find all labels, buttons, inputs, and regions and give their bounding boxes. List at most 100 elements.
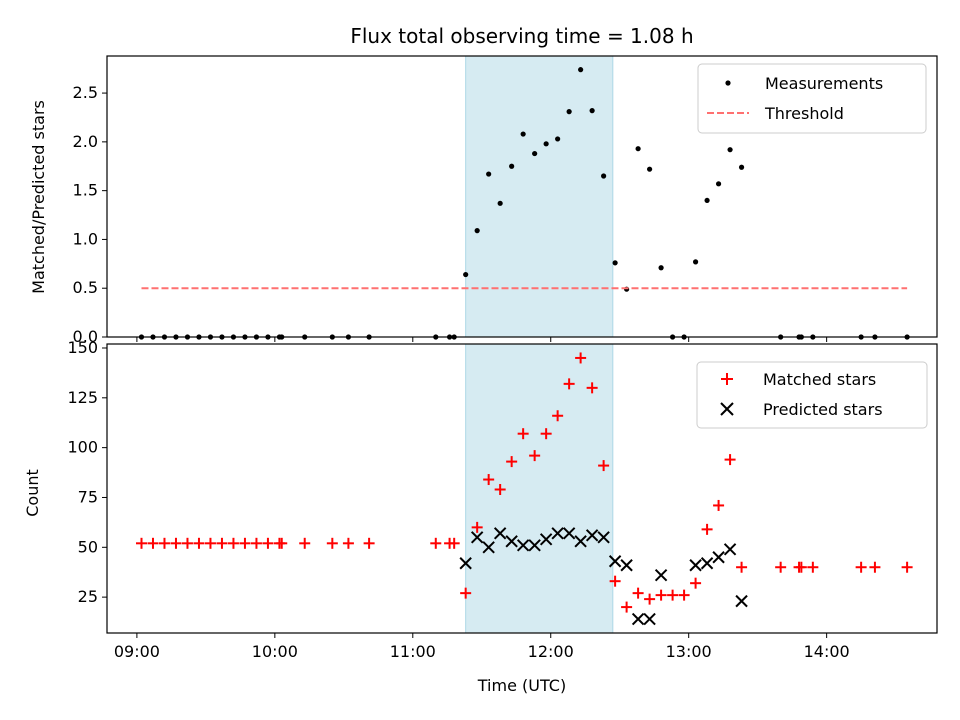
measurement-point [647,166,653,172]
x-tick-label: 11:00 [390,642,436,661]
matched-stars-point [736,561,748,573]
measurement-point [474,228,480,234]
matched-stars-point [494,483,506,495]
chart-title: Flux total observing time = 1.08 h [350,24,693,48]
top-legend-box [697,63,927,134]
measurement-point [555,136,561,142]
bottom-highlight-span [465,343,614,634]
predicted-stars-point [574,535,587,548]
measurement-point [704,197,710,204]
y-tick-label: 0.5 [73,278,98,297]
matched-stars-point [262,537,274,549]
matched-stars-point [563,378,575,390]
matched-stars-point [621,601,633,613]
matched-stars-point [855,561,867,573]
matched-stars-point [158,537,170,549]
matched-stars-point [135,537,147,549]
matched-stars-point [250,537,262,549]
measurement-point [589,108,595,114]
top-y-axis-label: Matched/Predicted stars [29,100,48,294]
y-tick-label: 125 [67,388,98,407]
measurement-point [509,163,515,169]
bottom-panel: 25 50 75 100 125 150 09:00 10:00 11:00 12:00 13:0… [23,338,938,695]
legend-measurements-marker [725,80,731,86]
measurement-point [612,260,618,266]
matched-stars-point [575,352,587,364]
matched-stars-point [724,454,736,466]
matched-stars-point [460,587,472,599]
matched-stars-point [713,499,725,511]
top-y-ticks: 0.0 0.5 1.0 1.5 2.0 2.5 [73,83,107,346]
y-tick-label: 150 [67,338,98,357]
y-tick-label: 2.5 [73,83,98,102]
measurement-point [601,173,607,179]
measurement-point [566,109,572,115]
y-tick-label: 75 [78,487,98,506]
matched-stars-point [598,460,610,472]
predicted-stars-point [482,541,495,554]
measurement-point [658,265,664,271]
predicted-stars-point [539,533,553,546]
predicted-stars-point [585,529,599,542]
matched-stars-point [147,537,159,549]
matched-stars-point [869,561,881,573]
predicted-stars-point [608,555,622,568]
measurement-point [727,147,733,153]
matched-stars-point [216,537,228,549]
matched-stars-point [644,593,656,605]
top-panel: 0.0 0.5 1.0 1.5 2.0 2.5 Matched/Predicted sta… [29,55,938,346]
matched-stars-point [807,561,819,573]
predicted-stars-point [597,531,610,544]
predicted-stars-point [712,551,725,564]
matched-stars-point [299,537,311,549]
measurement-point [520,131,526,137]
predicted-stars-point [470,531,484,544]
legend-predicted-label: Predicted stars [763,400,883,419]
predicted-stars-point [631,612,645,626]
matched-stars-point [667,589,679,601]
bottom-y-ticks: 25 50 75 100 125 150 [67,338,107,606]
predicted-stars-point [505,535,518,548]
measurement-point [532,150,538,157]
bottom-y-axis-label: Count [23,469,42,517]
y-tick-label: 25 [78,587,98,606]
x-tick-label: 13:00 [666,642,712,661]
x-axis-label: Time (UTC) [477,676,566,695]
predicted-stars-point [459,557,472,570]
matched-stars-point [609,575,621,587]
matched-stars-point [901,561,913,573]
y-tick-label: 1.5 [73,181,98,200]
top-axes-frame [106,55,938,338]
measurement-point [635,146,641,152]
predicted-stars-point [700,557,714,570]
bottom-legend-box [696,361,928,429]
bottom-x-ticks: 09:00 10:00 11:00 12:00 13:00 14:00 [114,633,850,661]
bottom-axes-frame [106,343,938,634]
predicted-stars-point [620,559,633,572]
matched-stars-point [632,587,644,599]
matched-stars-point [471,521,483,533]
matched-stars-point [586,382,598,394]
measurement-point [486,171,492,177]
legend-threshold-label: Threshold [764,104,844,123]
x-tick-label: 14:00 [804,642,850,661]
measurement-point [463,271,469,278]
matched-stars-point [170,537,182,549]
predicted-stars-point [689,559,702,572]
predicted-stars-point [493,527,507,540]
matched-stars-point [517,428,529,440]
y-tick-label: 0.0 [73,327,98,346]
matched-stars-point [342,537,354,549]
top-highlight-span [465,55,614,338]
measurement-point [715,181,722,187]
matched-stars-point [678,589,690,601]
matched-stars-point [529,450,541,462]
matched-stars-point [690,577,702,589]
matched-stars-point [795,561,807,573]
matched-stars-point [227,537,239,549]
matched-stars-point [701,523,713,535]
y-tick-label: 2.0 [73,132,98,151]
y-tick-label: 50 [78,537,98,556]
predicted-stars-point [562,527,576,540]
bottom-legend: Matched stars Predicted stars [696,361,928,429]
